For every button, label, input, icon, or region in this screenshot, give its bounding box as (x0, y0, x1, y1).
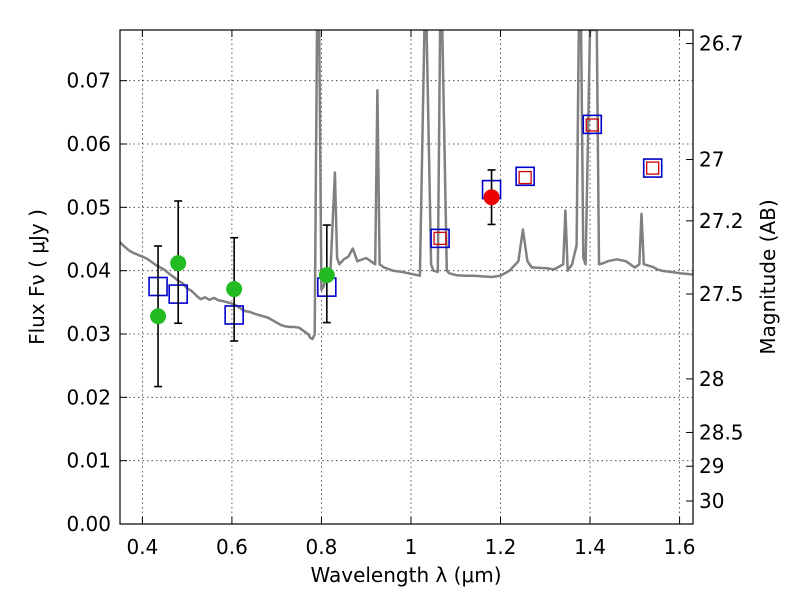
model-point (582, 114, 603, 135)
nir-point (433, 231, 447, 246)
nir-point (646, 161, 660, 175)
y-axis-title: Flux Fν ( μJy ) (25, 209, 49, 345)
y-axis-right-title: Magnitude (AB) (756, 199, 780, 354)
ticks: 0.4 0.6 0.8 1 1.2 1.4 1.6 0.00 0.01 0.02 0.03 0.04 0… (66, 30, 744, 559)
mag-tick-label: 26.7 (699, 32, 744, 56)
observed-point (150, 308, 167, 325)
observed-point (318, 267, 335, 284)
observed-point (170, 255, 187, 272)
x-tick-label: 1.2 (485, 535, 517, 559)
mag-tick-label: 28 (699, 367, 724, 391)
y-tick-label: 0.03 (66, 322, 111, 346)
mag-tick-label: 27.5 (699, 282, 744, 306)
mag-tick-label: 28.5 (699, 420, 744, 444)
x-tick-label: 0.6 (216, 535, 248, 559)
x-axis-title: Wavelength λ (μm) (310, 563, 501, 587)
y-tick-label: 0.07 (66, 69, 111, 93)
plot-frame (119, 29, 694, 525)
nir-point (518, 170, 532, 185)
model-point (430, 228, 450, 249)
mag-tick-label: 29 (699, 454, 724, 478)
model-point (515, 166, 535, 187)
mag-tick-label: 27 (699, 148, 724, 172)
observed-point (226, 281, 243, 298)
x-tick-label: 1.6 (664, 535, 696, 559)
x-tick-label: 1.4 (574, 535, 606, 559)
nir-point (585, 118, 599, 132)
x-tick-label: 1 (405, 535, 418, 559)
observed-point (483, 189, 500, 206)
mag-tick-label: 27.2 (699, 209, 744, 233)
model-point (642, 158, 663, 178)
y-tick-label: 0.06 (66, 132, 111, 156)
mag-tick-label: 30 (699, 489, 724, 513)
y-tick-label: 0.04 (66, 259, 111, 283)
markers (148, 114, 663, 388)
y-tick-label: 0.05 (66, 195, 111, 219)
x-tick-label: 0.8 (306, 535, 338, 559)
y-tick-label: 0.01 (66, 449, 111, 473)
y-tick-label: 0.02 (66, 385, 111, 409)
x-tick-label: 0.4 (126, 535, 158, 559)
y-tick-label: 0.00 (66, 512, 111, 536)
plot-area (120, 30, 693, 341)
spectrum-line (120, 30, 693, 341)
